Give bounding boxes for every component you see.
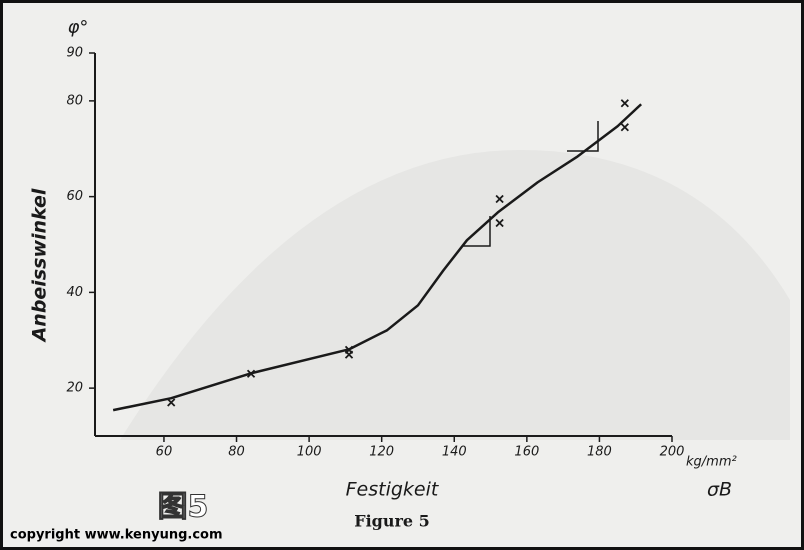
y-symbol: φ° [68, 17, 89, 38]
curve [112, 103, 643, 412]
point [167, 398, 176, 407]
y-tick-label: 60 [66, 189, 83, 204]
x-tick-label: 180 [587, 445, 612, 460]
point [620, 99, 629, 108]
x-axis-label: Festigkeit [346, 479, 440, 501]
step-mark [462, 216, 491, 247]
watermark: 图5 [158, 490, 209, 525]
x-tick-label: 200 [660, 445, 685, 460]
copyright: copyright www.kenyung.com [10, 528, 223, 543]
x-symbol: σB [707, 479, 732, 501]
x-unit: kg/mm² [686, 455, 737, 470]
background-shade [120, 150, 790, 440]
y-tick-label: 90 [66, 46, 83, 61]
x-tick-label: 160 [514, 445, 539, 460]
x-tick-label: 140 [442, 445, 467, 460]
x-tick-label: 80 [228, 445, 245, 460]
point [620, 123, 629, 132]
point [495, 194, 504, 204]
x-tick-label: 120 [369, 445, 394, 460]
y-tick-label: 20 [66, 381, 83, 396]
caption: Figure 5 [354, 512, 430, 531]
step-mark [567, 121, 599, 152]
point [344, 350, 354, 359]
y-axis-label: Anbeisswinkel [29, 188, 51, 343]
x-tick-label: 60 [156, 445, 173, 460]
x-tick-label: 100 [297, 445, 322, 460]
y-tick-label: 80 [66, 93, 83, 108]
y-tick-label: 40 [66, 285, 83, 300]
point [495, 218, 504, 228]
